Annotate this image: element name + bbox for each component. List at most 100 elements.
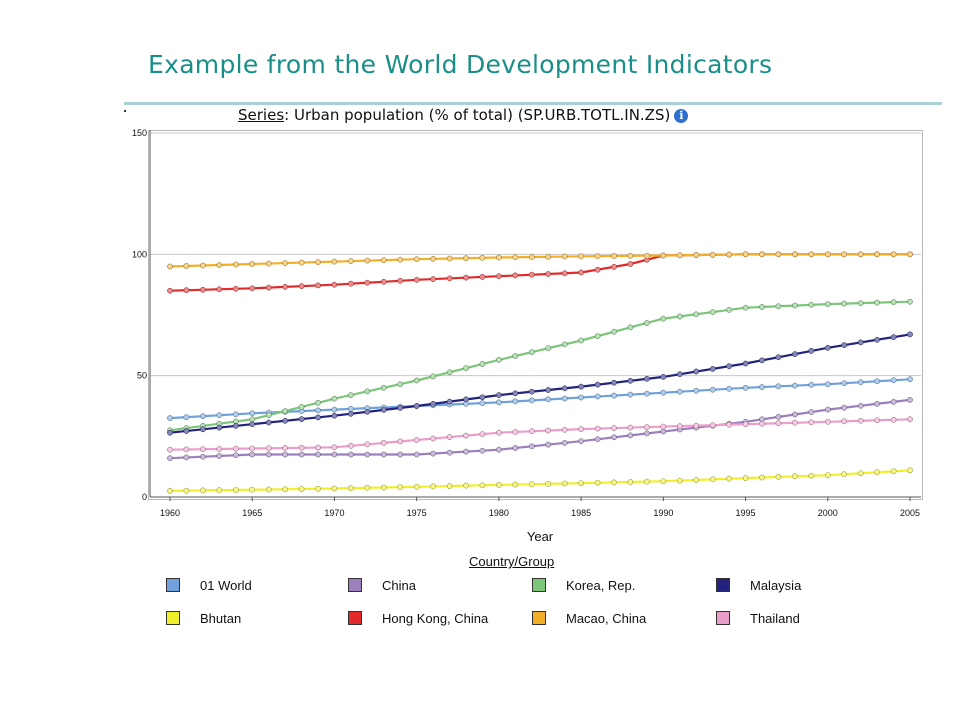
x-tick-label: 1960: [160, 508, 180, 518]
data-point-macao-china: [380, 257, 387, 264]
data-point-korea-rep: [331, 395, 338, 402]
data-point-01-world: [167, 415, 173, 421]
data-point-thailand: [742, 421, 749, 428]
data-point-thailand: [216, 446, 223, 452]
data-point-thailand: [693, 422, 700, 429]
data-point-china: [380, 451, 387, 458]
data-point-macao-china: [512, 254, 519, 261]
data-point-korea-rep: [249, 416, 256, 423]
data-point-china: [315, 451, 321, 458]
series-line-korea-rep: [169, 300, 911, 432]
data-point-bhutan: [808, 472, 815, 479]
data-point-thailand: [315, 444, 321, 451]
data-point-macao-china: [824, 251, 831, 258]
legend-item: Korea, Rep.: [532, 578, 635, 593]
series-line-malaysia: [169, 333, 911, 434]
legend-swatch: [716, 578, 730, 592]
data-point-thailand: [463, 432, 469, 439]
data-point-malaysia: [364, 408, 371, 415]
x-tick-label: 1970: [324, 508, 344, 518]
info-icon[interactable]: i: [674, 109, 689, 123]
legend-item: 01 World: [166, 578, 252, 593]
data-point-korea-rep: [824, 301, 831, 307]
legend-swatch: [532, 578, 546, 592]
data-point-bhutan: [479, 482, 486, 489]
stray-dot: [124, 110, 126, 112]
data-point-bhutan: [874, 469, 880, 476]
data-point-china: [232, 452, 239, 459]
legend-swatch: [716, 611, 730, 625]
data-point-thailand: [874, 417, 880, 424]
data-point-bhutan: [512, 481, 519, 488]
data-point-bhutan: [463, 482, 469, 489]
data-point-thailand: [792, 419, 798, 426]
data-point-china: [611, 434, 617, 441]
data-point-china: [216, 453, 223, 459]
data-point-korea-rep: [397, 381, 404, 388]
data-point-china: [792, 411, 798, 418]
data-point-macao-china: [874, 251, 880, 258]
data-point-hong-kong-china: [232, 285, 239, 292]
data-point-01-world: [545, 396, 552, 403]
data-point-china: [397, 451, 404, 458]
data-point-china: [890, 399, 897, 405]
data-point-bhutan: [167, 488, 173, 494]
data-point-malaysia: [331, 412, 338, 419]
legend-label: Hong Kong, China: [382, 611, 489, 626]
data-point-01-world: [216, 412, 223, 419]
data-point-01-world: [512, 398, 519, 405]
data-point-macao-china: [249, 261, 256, 267]
data-point-malaysia: [611, 379, 617, 386]
data-point-korea-rep: [512, 353, 519, 359]
legend-item: Macao, China: [532, 611, 646, 626]
x-tick-label: 2000: [818, 508, 838, 518]
data-point-01-world: [841, 380, 848, 387]
data-point-01-world: [890, 377, 897, 384]
data-point-bhutan: [841, 471, 848, 478]
x-tick-label: 1980: [489, 508, 509, 518]
data-point-korea-rep: [726, 307, 732, 313]
data-point-bhutan: [644, 478, 650, 485]
data-point-bhutan: [282, 486, 288, 493]
legend-item: Malaysia: [716, 578, 801, 593]
data-point-thailand: [545, 427, 552, 434]
data-point-hong-kong-china: [397, 277, 404, 284]
data-point-bhutan: [298, 486, 305, 492]
data-point-macao-china: [348, 258, 354, 264]
data-point-china: [249, 451, 256, 458]
data-point-china: [644, 430, 650, 437]
data-point-macao-china: [792, 251, 798, 258]
data-point-bhutan: [380, 484, 387, 491]
data-point-thailand: [298, 444, 305, 451]
x-tick-label: 1995: [736, 508, 756, 518]
data-point-hong-kong-china: [512, 272, 519, 279]
data-point-thailand: [232, 445, 239, 452]
legend-swatch: [348, 611, 362, 625]
data-point-malaysia: [216, 424, 223, 431]
data-point-hong-kong-china: [265, 284, 272, 291]
data-point-korea-rep: [463, 365, 469, 371]
data-point-macao-china: [167, 263, 173, 270]
data-point-macao-china: [232, 261, 239, 268]
series-line-hong-kong-china: [169, 253, 910, 292]
data-point-hong-kong-china: [380, 278, 387, 285]
data-point-malaysia: [545, 387, 552, 393]
data-point-macao-china: [676, 252, 683, 259]
data-point-macao-china: [216, 262, 223, 268]
data-point-korea-rep: [298, 404, 305, 410]
data-point-thailand: [808, 419, 815, 426]
data-point-thailand: [907, 416, 913, 423]
data-point-hong-kong-china: [413, 276, 420, 283]
data-point-bhutan: [232, 487, 239, 493]
data-point-01-world: [528, 397, 535, 404]
data-point-china: [808, 409, 815, 415]
x-tick-label: 1990: [653, 508, 673, 518]
data-point-hong-kong-china: [183, 287, 190, 294]
data-point-korea-rep: [644, 320, 650, 326]
data-point-china: [200, 453, 206, 460]
data-point-macao-china: [627, 252, 634, 259]
data-point-thailand: [413, 437, 420, 443]
data-point-macao-china: [183, 263, 190, 269]
data-point-korea-rep: [759, 304, 765, 310]
